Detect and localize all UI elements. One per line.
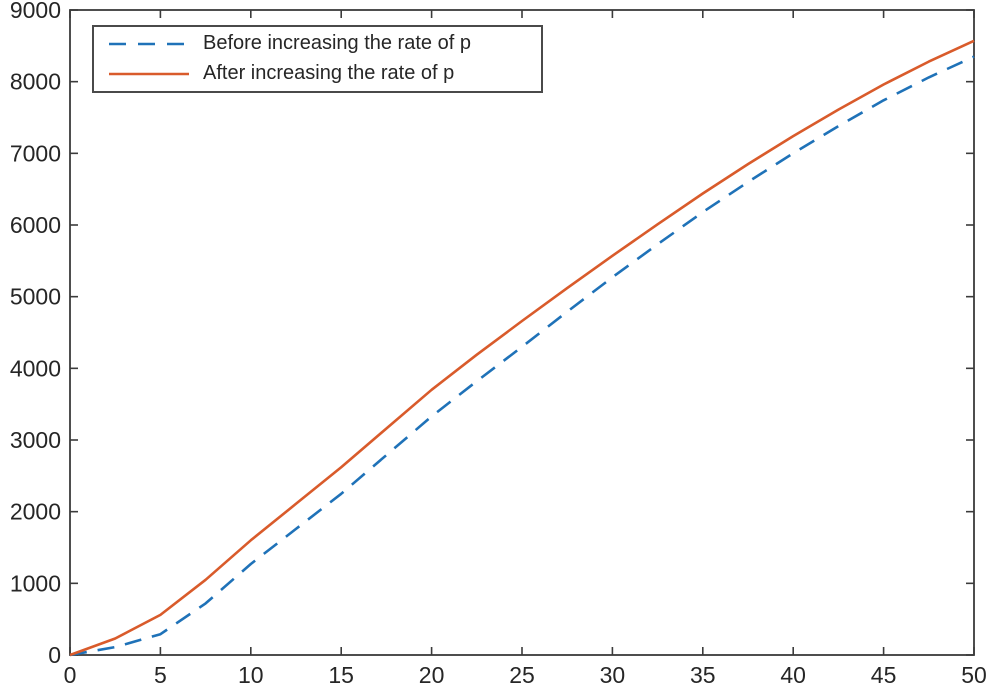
y-tick-label: 9000: [10, 0, 61, 23]
x-tick-label: 10: [238, 662, 264, 688]
series-line-after: [69, 39, 975, 657]
x-tick-label: 0: [64, 662, 77, 688]
x-tick-label: 15: [328, 662, 354, 688]
legend-solid-line-sample: [109, 72, 189, 76]
legend-label-before: Before increasing the rate of p: [203, 32, 471, 54]
legend-item-after: After increasing the rate of p: [108, 61, 541, 87]
x-tick-label: 20: [419, 662, 445, 688]
y-tick-label: 0: [48, 642, 61, 668]
x-tick-label: 40: [780, 662, 806, 688]
y-tick-label: 2000: [10, 499, 61, 525]
x-tick-label: 35: [690, 662, 716, 688]
y-tick-label: 6000: [10, 212, 61, 238]
legend-dashed-line-sample: [109, 42, 189, 46]
y-tick-label: 7000: [10, 140, 61, 166]
y-tick-label: 3000: [10, 427, 61, 453]
y-tick-label: 1000: [10, 570, 61, 596]
x-tick-label: 50: [961, 662, 987, 688]
x-tick-label: 30: [600, 662, 626, 688]
x-tick-label: 25: [509, 662, 535, 688]
plot-box: [69, 9, 975, 656]
y-tick-label: 5000: [10, 284, 61, 310]
legend-item-before: Before increasing the rate of p: [108, 31, 541, 57]
legend-label-after: After increasing the rate of p: [203, 62, 455, 84]
y-tick-label: 8000: [10, 69, 61, 95]
y-tick-label: 4000: [10, 355, 61, 381]
legend[interactable]: Before increasing the rate of p After in…: [92, 25, 543, 93]
x-tick-label: 5: [154, 662, 167, 688]
x-tick-label: 45: [871, 662, 897, 688]
series-line-before: [69, 55, 975, 657]
